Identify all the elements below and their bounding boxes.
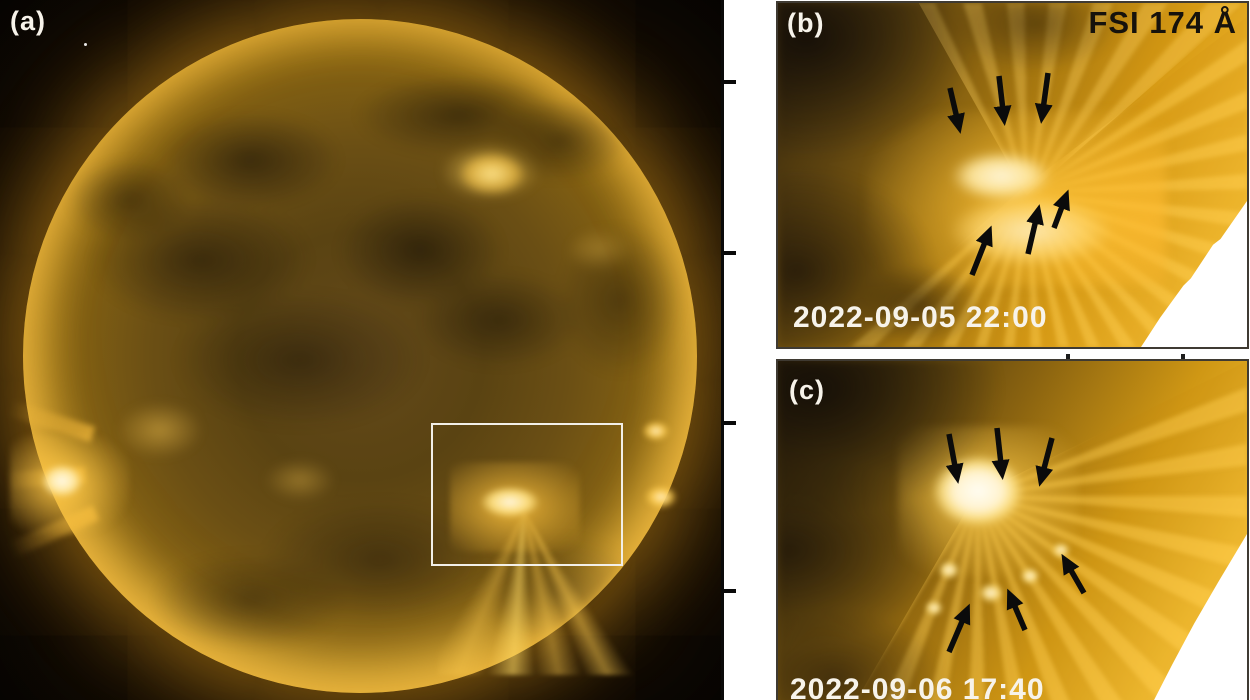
panel-b-timestamp: 2022-09-05 22:00 — [793, 301, 1048, 334]
annotation-arrow — [946, 603, 971, 654]
coronal-loop — [0, 467, 86, 489]
axis-tick — [722, 421, 736, 425]
panel-a-full-disk: (a) — [0, 0, 722, 700]
annotation-arrow — [1034, 72, 1053, 124]
panel-c-timestamp: 2022-09-06 17:40 — [790, 673, 1045, 700]
coronal-loop — [0, 397, 96, 443]
annotation-arrow — [1061, 553, 1087, 595]
annotation-arrow — [1025, 204, 1044, 255]
axis-tick — [722, 589, 736, 593]
axis-tick — [1066, 354, 1070, 362]
dark-mottling — [778, 361, 1247, 700]
annotation-arrow — [945, 433, 964, 484]
sun-surface-mottling — [23, 19, 697, 693]
active-region-top — [450, 148, 534, 200]
bright-point-right-limb — [638, 418, 674, 444]
axis-tick — [722, 251, 736, 255]
panel-c-label: (c) — [789, 375, 825, 405]
bright-point-right-limb — [640, 482, 682, 512]
panel-b-zoom: (b) FSI 174 Å 2022-09-05 22:00 — [776, 1, 1249, 349]
panel-a-label: (a) — [10, 6, 46, 36]
coronal-loop — [1, 505, 99, 561]
annotation-arrows — [945, 427, 1087, 654]
panel-c-zoom: (c) 2022-09-06 17:40 — [776, 359, 1249, 700]
annotation-arrow — [969, 225, 993, 277]
annotation-arrow — [1006, 588, 1028, 632]
annotation-arrow — [1051, 189, 1070, 229]
panel-b-label: (b) — [787, 8, 825, 38]
axis-tick — [722, 80, 736, 84]
annotation-arrow — [993, 75, 1012, 126]
annotation-arrow — [947, 87, 965, 134]
annotation-arrow — [1035, 437, 1055, 487]
sun-disk — [23, 19, 697, 693]
background-star — [84, 43, 87, 46]
annotation-arrow — [991, 427, 1010, 480]
instrument-label: FSI 174 Å — [1088, 5, 1237, 40]
axis-tick — [1181, 354, 1185, 362]
zoom-region-box — [431, 423, 623, 566]
panel-a-right-axis — [721, 0, 724, 700]
dark-mottling — [778, 3, 1247, 347]
annotation-arrows — [947, 72, 1070, 277]
